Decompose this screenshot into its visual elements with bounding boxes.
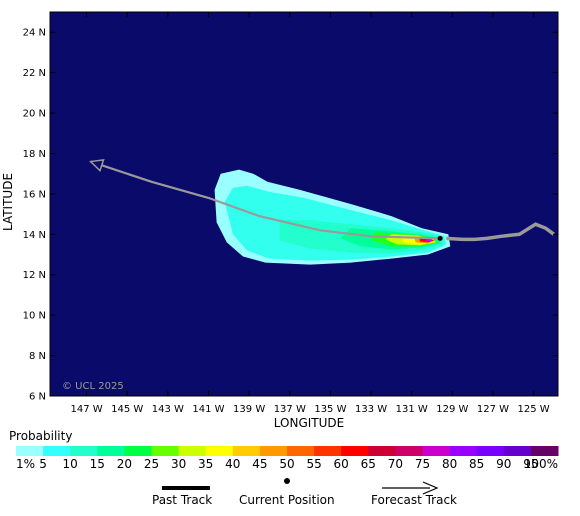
lat-tick-label: 24 N — [23, 28, 46, 39]
legend-swatch — [368, 446, 396, 456]
legend-swatch — [43, 446, 71, 456]
lat-tick-label: 12 N — [23, 270, 46, 281]
legend-swatch — [16, 446, 44, 456]
lat-tick-label: 20 N — [23, 109, 46, 120]
lat-tick-label: 16 N — [23, 189, 46, 200]
legend-label: 30 — [171, 457, 186, 471]
legend-label: 45 — [252, 457, 267, 471]
legend-label: 15 — [90, 457, 105, 471]
lon-tick-label: 143 W — [152, 404, 184, 415]
past-track-line — [446, 222, 555, 242]
forecast-track-label: Forecast Track — [371, 493, 457, 507]
forecast-track-line — [90, 160, 441, 240]
lon-tick-label: 131 W — [396, 404, 428, 415]
current-position-glyph — [284, 478, 290, 484]
legend-label: 35 — [198, 457, 213, 471]
lat-tick-label: 8 N — [29, 351, 46, 362]
legend-swatch — [97, 446, 125, 456]
legend-swatch — [422, 446, 451, 456]
legend-label: 50 — [279, 457, 294, 471]
probability-legend: 1% 5 10 15 20 25 30 35 40 45 50 55 60 65 70 75 80 85 90 951… — [16, 446, 559, 471]
legend-swatch — [259, 446, 288, 456]
legend-label: 60 — [334, 457, 349, 471]
legend-label: 70 — [388, 457, 403, 471]
legend-label: 40 — [225, 457, 240, 471]
watermark: © UCL 2025 — [62, 381, 124, 392]
lon-tick-label: 135 W — [314, 404, 346, 415]
lat-tick-label: 14 N — [23, 230, 46, 241]
x-axis-title: LONGITUDE — [274, 416, 344, 430]
legend-label: 20 — [117, 457, 132, 471]
legend-swatch — [449, 446, 478, 456]
legend-label: 55 — [306, 457, 321, 471]
legend-label: 25 — [144, 457, 159, 471]
legend-swatch — [70, 446, 98, 456]
legend-label: 5 — [39, 457, 47, 471]
map-frame — [49, 11, 559, 397]
lon-tick-label: 137 W — [274, 404, 306, 415]
legend-label: 75 — [415, 457, 430, 471]
probability-map: 24 N 22 N 20 N 18 N 16 N 14 N 12 N 10 N 8 N 6 N 14… — [1, 11, 559, 430]
track-key-glyphs — [162, 478, 439, 495]
legend-swatch — [341, 446, 369, 456]
y-axis-title: LATITUDE — [1, 173, 15, 231]
current-position-label: Current Position — [239, 493, 335, 507]
legend-swatch — [314, 446, 342, 456]
legend-label: 85 — [469, 457, 484, 471]
legend-label: 100% — [524, 457, 558, 471]
legend-label: 65 — [361, 457, 376, 471]
legend-swatch — [151, 446, 180, 456]
lon-tick-label: 133 W — [355, 404, 387, 415]
legend-swatch — [205, 446, 234, 456]
legend-label: 10 — [63, 457, 78, 471]
lon-tick-label: 125 W — [518, 404, 550, 415]
legend-swatch — [503, 446, 532, 456]
legend-label: 80 — [442, 457, 457, 471]
lat-tick-label: 10 N — [23, 311, 46, 322]
legend-title: Probability — [9, 429, 73, 443]
lat-tick-label: 22 N — [23, 68, 46, 79]
lon-tick-label: 129 W — [436, 404, 468, 415]
forecast-track-arrowhead — [89, 158, 105, 172]
legend-swatch — [178, 446, 207, 456]
legend-label: 1% — [16, 457, 35, 471]
lon-tick-label: 147 W — [70, 404, 102, 415]
legend-swatch — [287, 446, 315, 456]
legend-swatch — [530, 446, 559, 456]
lon-tick-label: 127 W — [477, 404, 509, 415]
lat-tick-label: 18 N — [23, 149, 46, 160]
legend-swatch — [476, 446, 505, 456]
legend-label: 95 — [523, 457, 538, 471]
past-track-label: Past Track — [152, 493, 213, 507]
legend-swatch — [395, 446, 423, 456]
lon-tick-label: 139 W — [233, 404, 265, 415]
lon-tick-label: 145 W — [111, 404, 143, 415]
current-position-marker — [437, 235, 443, 241]
lat-tick-label: 6 N — [29, 392, 46, 403]
map-body: 24 N 22 N 20 N 18 N 16 N 14 N 12 N 10 N 8 N 6 N 14… — [23, 11, 559, 415]
forecast-arrowhead-glyph — [422, 481, 439, 495]
legend-swatch — [232, 446, 261, 456]
legend-label: 90 — [496, 457, 511, 471]
lon-tick-label: 141 W — [192, 404, 224, 415]
legend-swatch — [124, 446, 152, 456]
probability-region-80pct — [425, 238, 432, 242]
